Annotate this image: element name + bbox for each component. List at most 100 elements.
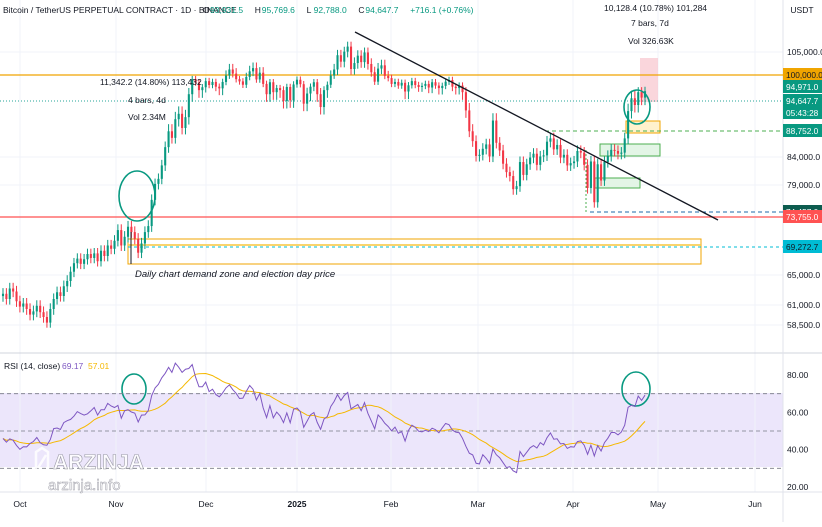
candle-body bbox=[147, 226, 150, 233]
candle-body bbox=[610, 149, 613, 156]
candle-body bbox=[461, 85, 464, 93]
symbol-title: Bitcoin / TetherUS PERPETUAL CONTRACT · … bbox=[3, 5, 237, 15]
rsi-circle-nov bbox=[121, 373, 147, 405]
candle-body bbox=[255, 68, 258, 80]
candle-body bbox=[393, 81, 397, 84]
candle-body bbox=[285, 86, 288, 101]
price-axis[interactable]: 105,000.0 84,000.0 79,000.0 65,000.0 61,000.… bbox=[783, 47, 822, 492]
candle-body bbox=[491, 120, 494, 157]
candle-body bbox=[363, 52, 366, 63]
watermark-brand: ARZINJA bbox=[53, 451, 144, 474]
candle-body bbox=[322, 90, 326, 108]
candle-body bbox=[309, 86, 312, 94]
candle-body bbox=[170, 131, 173, 138]
candle-body bbox=[79, 258, 82, 264]
time-axis[interactable]: Oct Nov Dec 2025 Feb Mar Apr May Jun bbox=[13, 499, 762, 509]
candle-body bbox=[268, 82, 271, 95]
candle-body bbox=[103, 250, 106, 256]
candle-body bbox=[167, 131, 170, 148]
ohlc-value-c: 94,647.7 bbox=[365, 5, 398, 15]
candle-body bbox=[539, 156, 542, 165]
candle-body bbox=[116, 230, 119, 241]
candle-body bbox=[356, 55, 359, 64]
candle-body bbox=[275, 88, 278, 93]
price-label: 100,000.0 bbox=[786, 70, 822, 80]
ohlc-values: O 93,931.5 H 95,769.6 L 92,788.0 C 94,647.7 +716… bbox=[203, 5, 474, 15]
candle-body bbox=[1, 293, 5, 297]
candle-body bbox=[420, 85, 424, 87]
candle-body bbox=[204, 81, 207, 88]
candle-body bbox=[498, 142, 501, 151]
candle-body bbox=[373, 72, 376, 82]
candle-body bbox=[86, 254, 89, 260]
rsi-tick: 40.00 bbox=[787, 445, 809, 455]
candle-body bbox=[39, 305, 42, 313]
highlight-circle-current bbox=[623, 89, 651, 125]
candle-body bbox=[319, 94, 322, 108]
candle-body bbox=[221, 81, 224, 89]
candle-body bbox=[616, 150, 620, 154]
candle-body bbox=[343, 51, 346, 62]
candle-body bbox=[62, 286, 65, 296]
candle-body bbox=[231, 69, 234, 74]
candle-body bbox=[576, 150, 579, 162]
candle-body bbox=[603, 162, 606, 181]
candle-body bbox=[279, 88, 282, 91]
candle-body bbox=[390, 78, 393, 84]
candle-body bbox=[126, 226, 130, 237]
candle-body bbox=[120, 230, 123, 246]
candle-body bbox=[164, 147, 167, 166]
candle-body bbox=[224, 75, 228, 82]
candle-body bbox=[106, 245, 109, 256]
candle-body bbox=[593, 161, 596, 203]
measure-range-pink bbox=[640, 58, 658, 102]
candle-body bbox=[265, 83, 268, 95]
price-tick: 65,000.0 bbox=[787, 270, 820, 280]
candle-body bbox=[272, 82, 275, 93]
price-label-bg bbox=[783, 240, 822, 253]
arzinja-logo-icon bbox=[34, 446, 50, 476]
candle-body bbox=[208, 81, 211, 86]
price-label: 94,647.7 bbox=[786, 96, 819, 106]
candle-body bbox=[258, 72, 261, 80]
candle-body bbox=[478, 154, 481, 156]
ohlc-key-h: H bbox=[255, 5, 261, 15]
candle-body bbox=[69, 271, 72, 281]
candle-body bbox=[35, 305, 38, 312]
candle-body bbox=[637, 92, 640, 106]
measure-left-line2: 4 bars, 4d bbox=[128, 95, 166, 105]
price-tick: 84,000.0 bbox=[787, 152, 820, 162]
candle-body bbox=[238, 79, 241, 82]
candle-body bbox=[535, 153, 538, 165]
ohlc-value-h: 95,769.6 bbox=[262, 5, 295, 15]
candle-body bbox=[562, 154, 565, 158]
candle-body bbox=[627, 111, 630, 139]
trendline[interactable] bbox=[354, 31, 719, 221]
rsi-tick: 60.00 bbox=[787, 407, 809, 417]
candle-body bbox=[508, 172, 511, 177]
candle-body bbox=[633, 98, 636, 106]
candle-body bbox=[542, 155, 545, 157]
price-tick: 105,000.0 bbox=[787, 47, 822, 57]
candle-body bbox=[566, 154, 569, 166]
candle-body bbox=[49, 309, 52, 323]
time-tick: Jun bbox=[748, 499, 762, 509]
candle-body bbox=[339, 55, 342, 62]
candle-body bbox=[370, 63, 373, 73]
candle-body bbox=[495, 120, 498, 143]
highlight-circle-election bbox=[118, 170, 156, 222]
candle-body bbox=[18, 301, 21, 307]
demand-zone-band bbox=[128, 244, 701, 246]
currency-label[interactable]: USDT bbox=[790, 5, 813, 15]
candle-body bbox=[5, 293, 8, 299]
price-label-bg bbox=[783, 106, 822, 119]
measure-left: 11,342.2 (14.80%) 113,432 4 bars, 4d Vol… bbox=[100, 77, 202, 122]
time-tick: Mar bbox=[471, 499, 486, 509]
candle-body bbox=[66, 281, 69, 287]
candle-body bbox=[407, 85, 410, 92]
candle-body bbox=[89, 254, 92, 258]
candle-body bbox=[485, 144, 488, 149]
candle-body bbox=[326, 84, 329, 91]
